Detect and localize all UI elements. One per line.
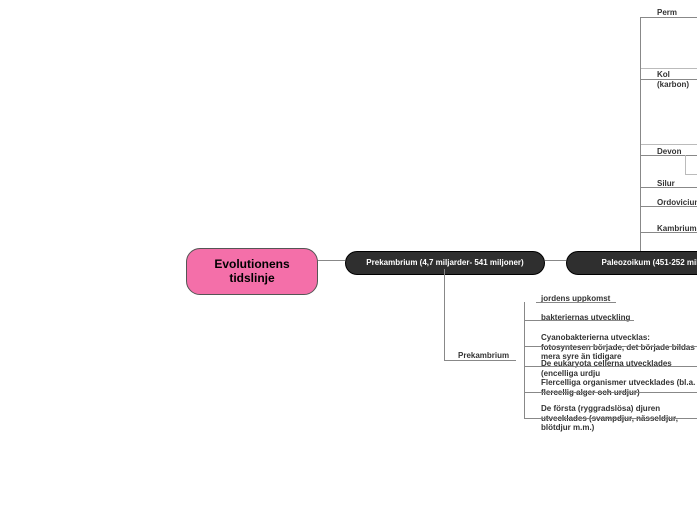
period-box bbox=[685, 155, 697, 175]
connector bbox=[524, 302, 525, 418]
underline bbox=[524, 320, 634, 321]
underline bbox=[640, 206, 697, 207]
prek-child-3[interactable]: De eukaryota cellerna utvecklades (encel… bbox=[541, 359, 697, 378]
underline bbox=[640, 232, 697, 233]
prekambrium-node[interactable]: Prekambrium (4,7 miljarder- 541 miljoner… bbox=[345, 251, 545, 275]
underline bbox=[524, 366, 697, 367]
underline bbox=[524, 346, 697, 347]
prek-child-2[interactable]: Cyanobakterierna utvecklas: fotosyntesen… bbox=[541, 333, 697, 362]
period-box bbox=[640, 79, 697, 145]
underline bbox=[640, 187, 697, 188]
underline bbox=[524, 418, 697, 419]
prek-child-4[interactable]: Flercelliga organismer utvecklades (bl.a… bbox=[541, 378, 697, 397]
connector bbox=[545, 260, 566, 261]
period-box bbox=[640, 17, 697, 69]
root-node[interactable]: Evolutionens tidslinje bbox=[186, 248, 318, 295]
connector bbox=[640, 17, 641, 251]
underline bbox=[444, 360, 516, 361]
connector bbox=[318, 260, 345, 261]
prek-child-1[interactable]: bakteriernas utveckling bbox=[541, 313, 630, 323]
underline bbox=[536, 302, 616, 303]
paleozoikum-node[interactable]: Paleozoikum (451-252 miljon bbox=[566, 251, 697, 275]
connector bbox=[444, 269, 445, 360]
underline bbox=[524, 392, 697, 393]
